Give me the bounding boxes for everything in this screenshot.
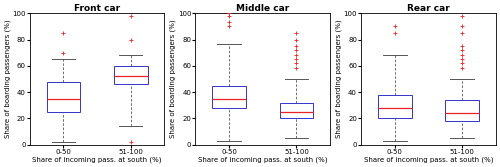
Y-axis label: Share of boarding passengers (%): Share of boarding passengers (%) [4,20,10,138]
Bar [46,82,80,112]
X-axis label: Share of incoming pass. at south (%): Share of incoming pass. at south (%) [32,156,162,163]
Bar [212,86,246,108]
Bar [446,100,479,121]
X-axis label: Share of incoming pass. at south (%): Share of incoming pass. at south (%) [364,156,494,163]
Title: Front car: Front car [74,4,120,13]
Bar [280,103,314,118]
Y-axis label: Share of boarding passengers (%): Share of boarding passengers (%) [336,20,342,138]
X-axis label: Share of incoming pass. at south (%): Share of incoming pass. at south (%) [198,156,328,163]
Y-axis label: Share of boarding passengers (%): Share of boarding passengers (%) [170,20,176,138]
Bar [378,95,412,118]
Bar [114,66,148,84]
Title: Middle car: Middle car [236,4,290,13]
Title: Rear car: Rear car [407,4,450,13]
